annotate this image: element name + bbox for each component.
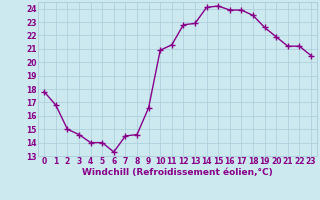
X-axis label: Windchill (Refroidissement éolien,°C): Windchill (Refroidissement éolien,°C) (82, 168, 273, 177)
